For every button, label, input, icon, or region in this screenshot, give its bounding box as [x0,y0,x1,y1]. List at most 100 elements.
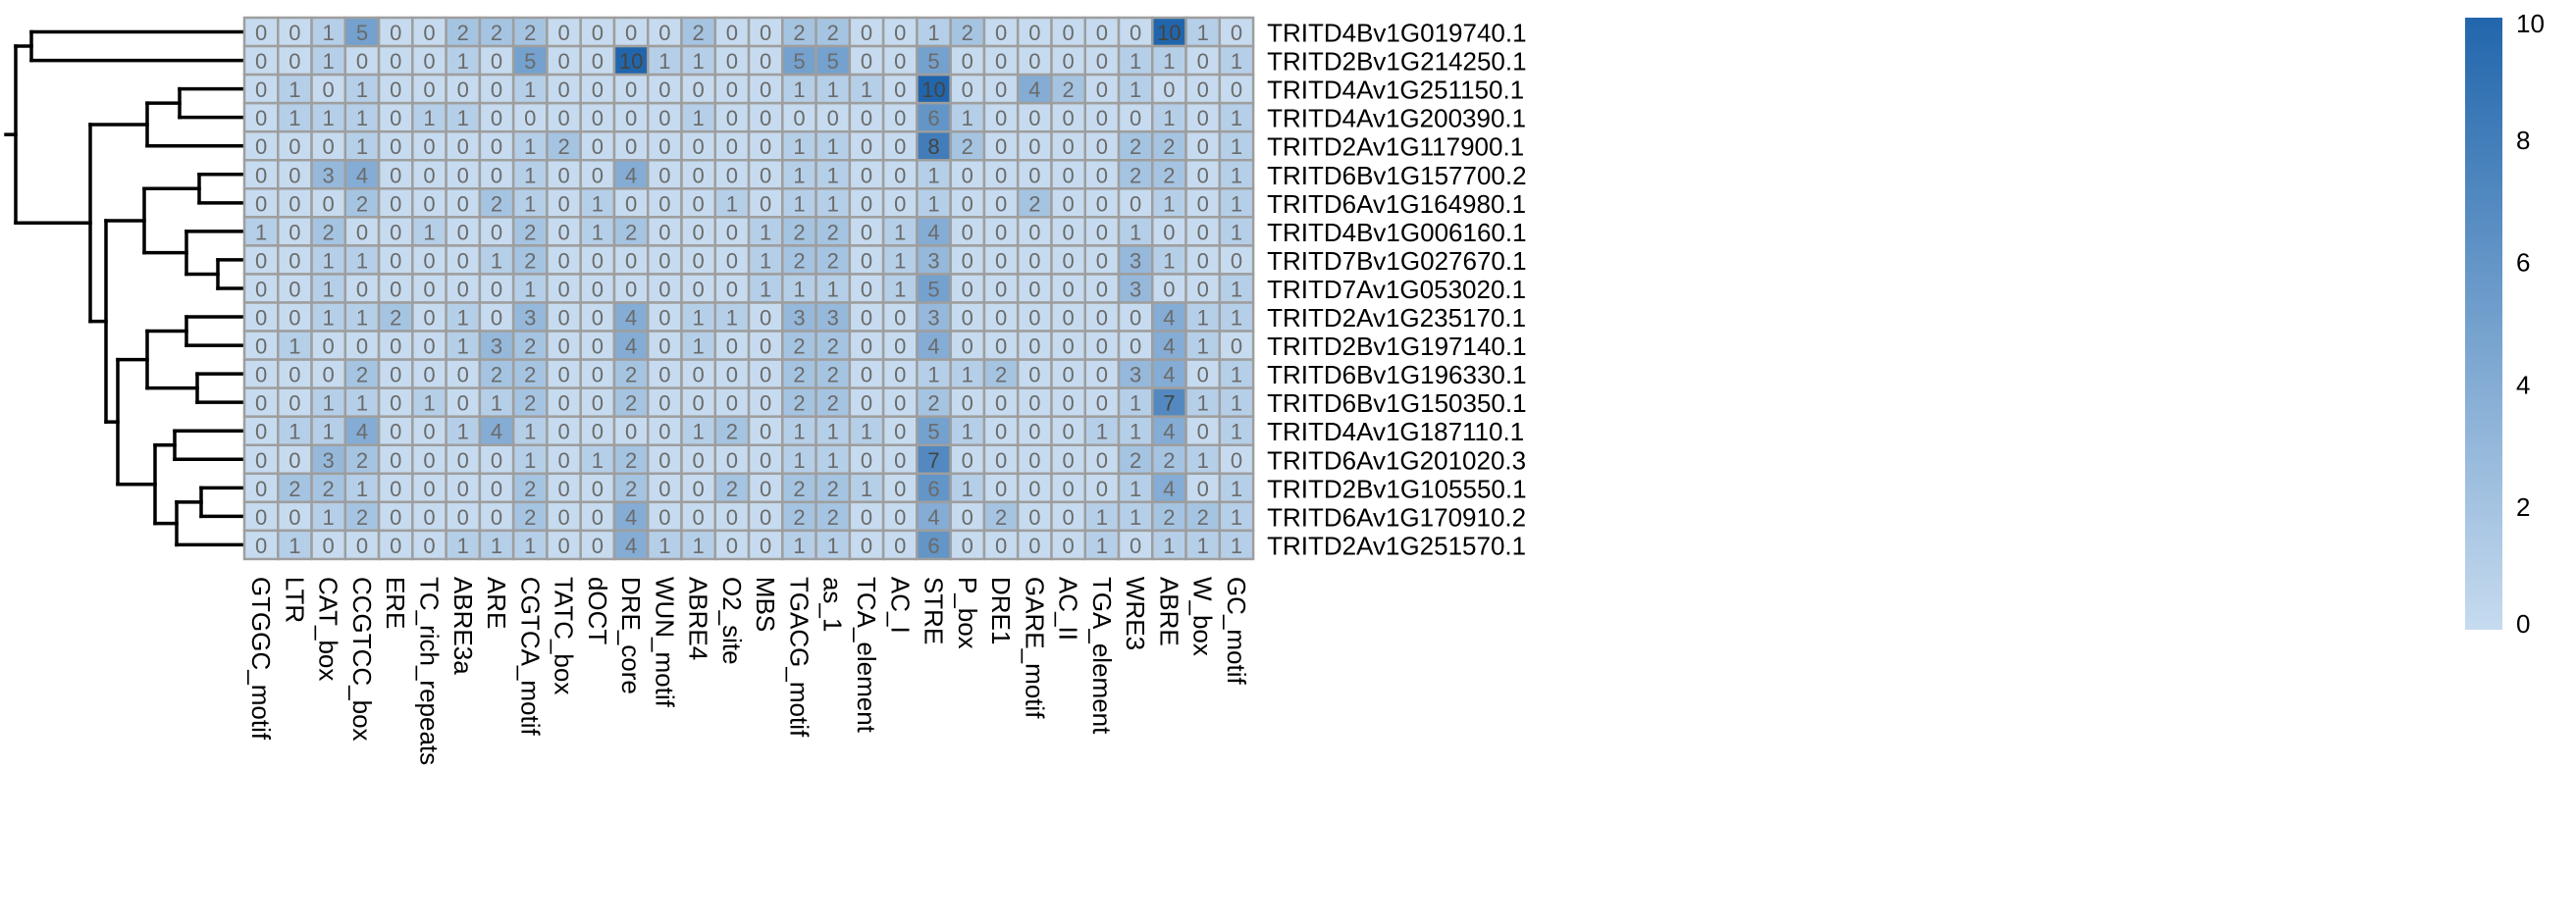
row-label: TRITD4Bv1G006160.1 [1267,218,1526,247]
cell-value-label: 8 [927,134,939,159]
column-label: TATC_box [550,577,579,694]
cell-value-label: 0 [1062,505,1074,530]
heatmap-cell [916,330,952,361]
cell-value-label: 0 [726,363,738,387]
cell-value-label: 1 [323,505,335,530]
cell-value-label: 1 [457,106,469,130]
cell-value-label: 0 [255,420,267,444]
cell-value-label: 0 [557,534,569,558]
cell-value-label: 0 [693,391,705,416]
heatmap-cell [680,244,717,276]
cell-value-label: 0 [323,534,335,558]
cell-value-label: 0 [423,306,435,331]
heatmap-cell [310,273,347,304]
cell-value-label: 4 [625,534,637,558]
cell-value-label: 0 [423,134,435,159]
cell-value-label: 0 [423,248,435,273]
cell-value-label: 0 [760,77,771,102]
heatmap-cell [445,443,482,476]
cell-value-label: 0 [760,106,771,130]
column-label: ABRE3a [448,577,478,675]
cell-value-label: 6 [927,106,939,130]
heatmap-cell [916,443,952,476]
cell-value-label: 1 [894,248,906,273]
cell-value-label: 2 [726,420,738,444]
cell-value-label: 1 [356,391,368,416]
cell-value-label: 3 [491,334,502,359]
heatmap-cell [377,415,414,447]
column-label: TCA_element [852,577,881,734]
cell-value-label: 0 [1197,106,1209,130]
cell-value-label: 0 [289,505,300,530]
column-label: O2_site [717,577,747,665]
cell-value-label: 0 [1197,220,1209,244]
cell-value-label: 3 [1130,248,1141,273]
heatmap-cell [1184,358,1222,389]
cell-value-label: 0 [962,49,973,74]
cell-value-label: 0 [1062,334,1074,359]
heatmap-cell [511,16,549,48]
cell-value-label: 0 [1028,420,1040,444]
cell-value-label: 0 [995,49,1007,74]
cell-value-label: 2 [1028,191,1040,216]
cell-value-label: 1 [323,420,335,444]
cell-value-label: 0 [658,77,670,102]
cell-value-label: 1 [861,77,872,102]
cell-value-label: 2 [491,191,502,216]
cell-value-label: 1 [658,534,670,558]
cell-value-label: 0 [894,21,906,45]
cell-value-label: 2 [524,220,536,244]
cell-value-label: 1 [1231,277,1242,301]
heatmap-cell [1117,443,1154,476]
cell-value-label: 0 [592,248,604,273]
heatmap-cell [680,187,717,219]
cell-value-label: 0 [423,363,435,387]
cell-value-label: 1 [827,77,839,102]
cell-value-label: 1 [827,448,839,473]
heatmap-cell [1083,472,1121,504]
heatmap-cell [1016,386,1053,418]
cell-value-label: 2 [323,477,335,501]
cell-value-label: 1 [592,448,604,473]
cell-value-label: 1 [1231,363,1242,387]
cell-value-label: 0 [390,106,401,130]
cell-value-label: 0 [255,306,267,331]
heatmap-cell [445,500,482,533]
heatmap-cell [343,73,381,105]
cell-value-label: 1 [1231,505,1242,530]
cell-value-label: 0 [861,448,872,473]
cell-value-label: 0 [726,134,738,159]
cell-value-label: 1 [524,134,536,159]
cell-value-label: 0 [1096,448,1108,473]
heatmap-cell [511,216,549,247]
cell-value-label: 0 [1197,477,1209,501]
heatmap-cell [277,44,313,77]
cell-value-label: 0 [1096,477,1108,501]
heatmap-cell [1117,16,1154,48]
cell-value-label: 0 [289,448,300,473]
cell-value-label: 0 [1163,77,1175,102]
heatmap-cell [1218,529,1255,561]
cell-value-label: 1 [491,391,502,416]
heatmap-cell [612,358,650,389]
cell-value-label: 4 [356,163,368,187]
cell-value-label: 0 [255,391,267,416]
heatmap-cell [848,415,885,447]
cell-value-label: 2 [356,448,368,473]
column-label: CGTCA_motif [515,577,545,737]
cell-value-label: 1 [524,448,536,473]
heatmap-cell [781,187,817,219]
cell-value-label: 0 [592,363,604,387]
heatmap-cell [713,415,751,447]
heatmap-cell [1218,386,1255,418]
cell-value-label: 0 [255,363,267,387]
cell-value-label: 1 [524,191,536,216]
cell-value-label: 0 [962,191,973,216]
column-label: ARE [482,577,511,629]
cell-value-label: 2 [491,21,502,45]
heatmap-cell [343,216,381,247]
cell-value-label: 1 [1197,306,1209,331]
column-label: GARE_motif [1020,577,1049,719]
cell-value-label: 3 [827,306,839,331]
cell-value-label: 0 [592,391,604,416]
